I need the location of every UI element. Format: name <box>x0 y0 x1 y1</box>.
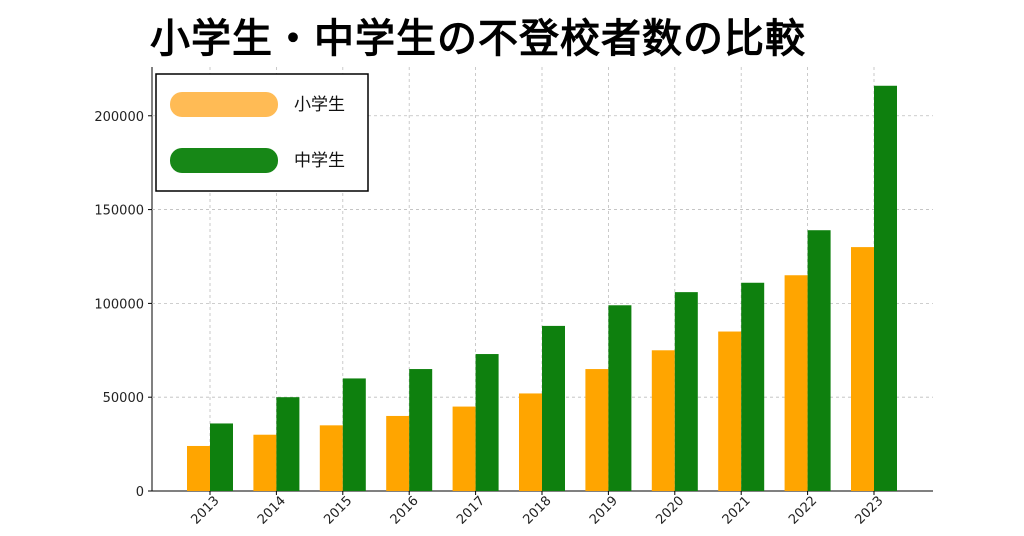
bar-junior-high <box>276 397 300 491</box>
x-tick-label: 2023 <box>853 494 887 528</box>
bar-junior-high <box>342 378 366 491</box>
legend-label-junior-high: 中学生 <box>294 151 345 171</box>
bar-elementary <box>319 425 343 491</box>
chart-title: 小学生・中学生の不登校者数の比較 <box>150 16 806 62</box>
x-tick-label: 2019 <box>587 494 621 528</box>
x-tick-label: 2016 <box>388 494 422 528</box>
bar-elementary <box>784 275 808 491</box>
bar-junior-high <box>674 292 698 491</box>
x-tick-label: 2022 <box>786 494 820 528</box>
y-tick-label: 200000 <box>94 110 144 125</box>
bar-junior-high <box>741 282 765 491</box>
y-tick-label: 150000 <box>94 204 144 219</box>
x-tick-label: 2021 <box>720 494 754 528</box>
y-tick-label: 100000 <box>94 297 144 312</box>
bar-junior-high <box>807 230 831 491</box>
bar-elementary <box>187 445 210 491</box>
bar-junior-high <box>475 354 499 491</box>
y-tick-label: 0 <box>136 485 144 500</box>
bar-elementary <box>386 415 410 491</box>
bar-junior-high <box>210 423 233 491</box>
x-tick-label: 2013 <box>189 494 223 528</box>
x-tick-label: 2015 <box>321 494 355 528</box>
bar-elementary <box>452 406 476 491</box>
bar-elementary <box>585 369 609 491</box>
bar-elementary <box>651 350 675 491</box>
bar-elementary <box>519 393 542 491</box>
y-tick-label: 50000 <box>103 391 144 406</box>
bar-junior-high <box>409 369 433 491</box>
bar-junior-high <box>542 325 565 491</box>
bar-junior-high <box>874 85 897 492</box>
x-tick-label: 2020 <box>653 494 687 528</box>
bar-junior-high <box>608 305 632 491</box>
legend-label-elementary: 小学生 <box>294 95 345 115</box>
bar-elementary <box>851 247 874 491</box>
bar-elementary <box>718 331 742 491</box>
x-tick-label: 2017 <box>454 494 488 528</box>
legend-swatch-elementary <box>170 92 278 117</box>
legend-box <box>155 73 369 192</box>
x-tick-label: 2018 <box>521 494 555 528</box>
x-tick-label: 2014 <box>255 494 289 528</box>
bar-elementary <box>253 434 277 491</box>
legend-swatch-junior-high <box>170 148 278 173</box>
